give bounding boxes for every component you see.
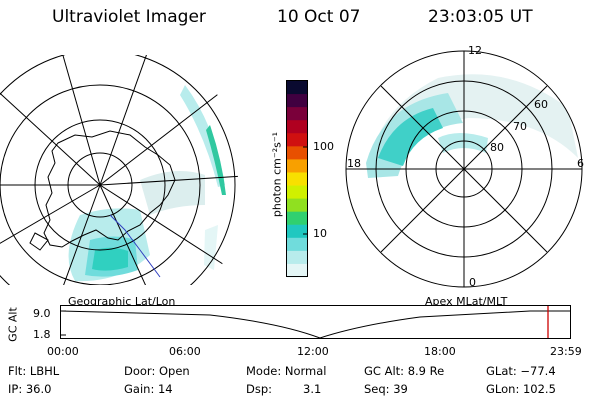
mlat-label-70: 70 [513,120,527,133]
colorbar-tick-10: 10 [313,227,327,240]
dsp-label: Dsp: [246,382,273,396]
xtick-2359: 23:59 [550,345,582,358]
mode-status: Mode: Normal [246,364,327,378]
geographic-map [0,55,238,285]
colorbar-tick-100: 100 [313,140,334,153]
colorbar-segment [287,81,307,95]
colorbar-segment [287,198,307,213]
altitude-timeline [60,305,571,339]
colorbar-segment [287,263,307,278]
ytick-9: 9.0 [33,307,51,320]
xtick-0600: 06:00 [169,345,201,358]
gain-status: Gain: 14 [124,382,173,396]
geographic-caption: Geographic Lat/Lon [68,295,176,308]
colorbar-segment [287,133,307,147]
auroral-emission [366,74,578,178]
colorbar-segment [287,224,307,239]
mlat-label-80: 80 [490,141,504,154]
gc-alt-status: GC Alt: 8.9 Re [364,364,445,378]
mlt-label-12: 12 [468,44,482,57]
dsp-value: 3.1 [303,382,322,396]
altitude-curve [60,310,570,339]
glon-status: GLon: 102.5 [486,382,556,396]
instrument-title: Ultraviolet Imager [52,7,206,27]
mlt-label-18: 18 [347,157,361,170]
xtick-1200: 12:00 [297,345,329,358]
colorbar-segment [287,94,307,108]
glat-status: GLat: −77.4 [486,364,556,378]
ip-status: IP: 36.0 [8,382,52,396]
flt-status: Flt: LBHL [8,364,60,378]
mlt-label-0: 0 [469,276,476,289]
door-status: Door: Open [124,364,190,378]
colorbar-segment [287,120,307,134]
color-scale-bar [286,80,308,278]
apex-caption: Apex MLat/MLT [425,295,508,308]
xtick-0000: 00:00 [47,345,79,358]
auroral-emission [68,85,226,282]
xtick-1800: 18:00 [424,345,456,358]
colorbar-segment [287,146,307,160]
timeline-axis-title: GC Alt [6,307,20,342]
colorbar-segment [287,107,307,121]
colorbar-unit-label: photon cm⁻²s⁻¹ [270,131,284,218]
mlt-label-6: 6 [577,157,584,170]
coastline [43,130,176,248]
observation-time: 23:03:05 UT [428,7,533,27]
colorbar-segment [287,185,307,200]
colorbar-segment [287,159,307,173]
colorbar-segment [287,211,307,226]
mlat-label-60: 60 [534,98,548,111]
orbit-track [109,214,161,278]
magnetic-polar-map [345,50,583,288]
colorbar-segment [287,250,307,265]
colorbar-segment [287,172,307,187]
colorbar-segment [287,237,307,252]
seq-status: Seq: 39 [364,382,408,396]
ytick-1-8: 1.8 [33,328,51,341]
observation-date: 10 Oct 07 [277,7,361,27]
